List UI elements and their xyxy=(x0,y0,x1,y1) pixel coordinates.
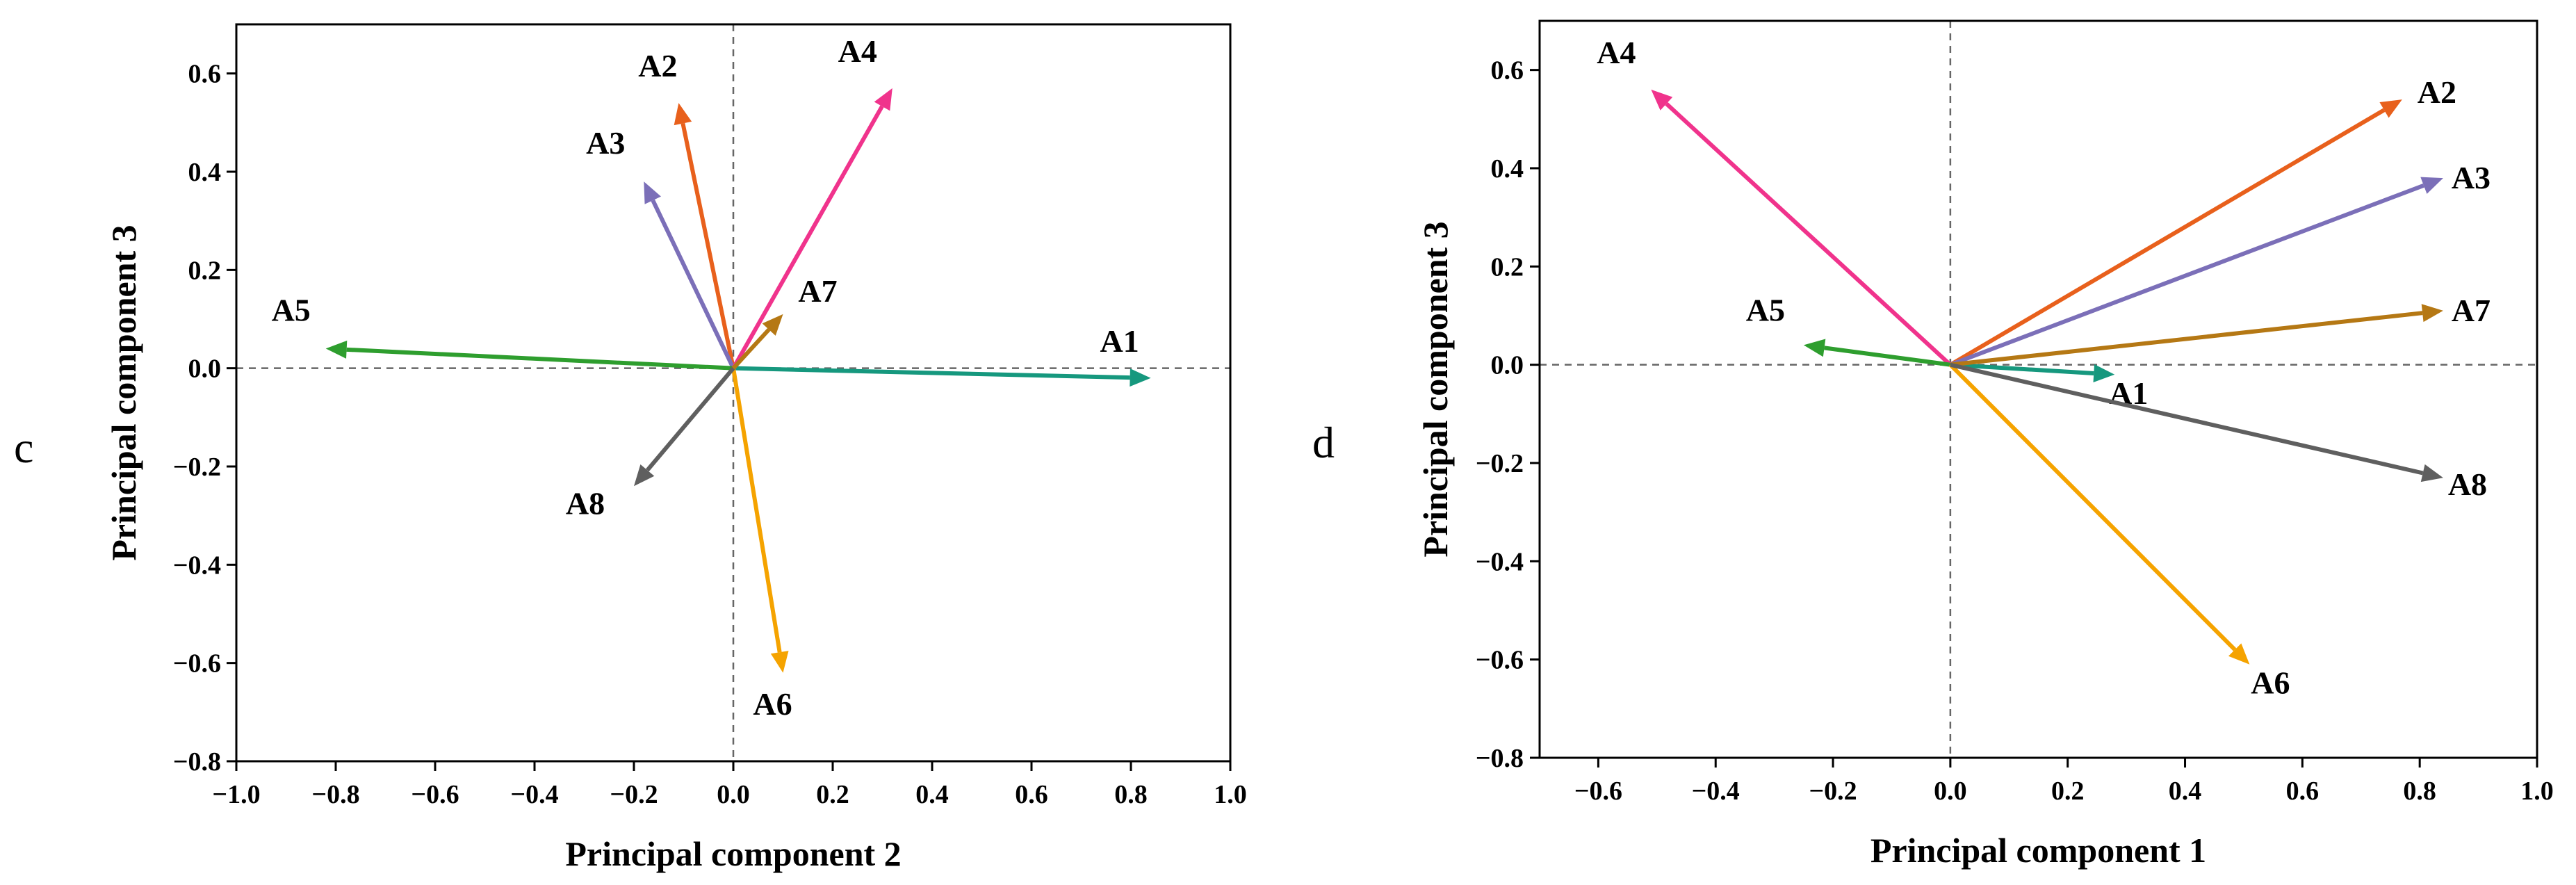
vector-a4-arrowhead xyxy=(874,88,892,111)
y-axis-label: Principal component 3 xyxy=(1416,221,1455,557)
vector-a2-line xyxy=(1949,108,2386,367)
x-tick-label: −0.2 xyxy=(1809,777,1857,806)
vector-a8-line xyxy=(1950,362,2424,476)
x-tick-label: 0.8 xyxy=(1114,780,1148,809)
vector-a6-arrowhead xyxy=(770,651,789,673)
vector-a3-label: A3 xyxy=(2452,160,2491,195)
vector-a8-line xyxy=(646,366,735,472)
vector-a2-arrowhead xyxy=(674,103,692,126)
x-tick-label: −0.6 xyxy=(1574,777,1622,806)
vector-a7-arrowhead xyxy=(2421,304,2443,323)
vector-a5-line xyxy=(346,347,734,371)
x-tick-label: 0.0 xyxy=(1934,777,1967,806)
x-tick-label: −0.8 xyxy=(311,780,359,809)
chart-panel-d: −0.6 −0.4 −0.2 0.0 0.2 0.4 0.6 0.8 1.0 −0.8 −0.6 −0… xyxy=(1312,19,2554,870)
vector-a7-label: A7 xyxy=(2452,293,2491,328)
vector-a4-label: A4 xyxy=(1597,35,1636,70)
y-tick-label: −0.2 xyxy=(1476,449,1524,478)
y-tick-label: 0.0 xyxy=(188,355,222,384)
vector-a1-line xyxy=(733,366,1130,380)
vector-a6-line xyxy=(731,368,782,653)
vector-a2-label: A2 xyxy=(2418,74,2456,110)
vector-a6-label: A6 xyxy=(2251,665,2290,701)
y-tick-label: 0.6 xyxy=(1491,56,1524,86)
vector-a8-arrowhead xyxy=(634,464,655,487)
vector-a5-arrowhead xyxy=(325,340,348,359)
x-tick-label: −0.4 xyxy=(510,780,558,809)
x-tick-label: 0.2 xyxy=(816,780,849,809)
y-tick-label: 0.2 xyxy=(1491,252,1524,282)
x-tick-label: 0.6 xyxy=(1015,780,1048,809)
x-axis-label: Principal component 1 xyxy=(1870,831,2206,870)
x-tick-label: 0.0 xyxy=(717,780,750,809)
vector-a5-label: A5 xyxy=(1746,292,1785,327)
vector-a6-line xyxy=(1948,363,2237,651)
vector-a2-line xyxy=(680,122,735,369)
x-tick-label: 0.4 xyxy=(2169,777,2202,806)
y-tick-label: −0.6 xyxy=(1476,646,1524,675)
vector-a3-line xyxy=(1949,183,2424,367)
vector-a2-label: A2 xyxy=(638,48,677,83)
x-tick-label: 0.8 xyxy=(2403,777,2436,806)
vector-a3-line xyxy=(651,199,735,369)
panel-label: d xyxy=(1312,418,1335,467)
y-tick-label: −0.6 xyxy=(173,649,221,679)
vector-a5-label: A5 xyxy=(272,292,311,327)
vector-a4-line xyxy=(731,105,884,370)
y-tick-label: −0.8 xyxy=(173,747,221,777)
vector-a1-arrowhead xyxy=(2093,364,2115,382)
y-tick-label: 0.6 xyxy=(188,60,222,89)
y-tick-label: −0.2 xyxy=(173,453,221,482)
vector-a8-label: A8 xyxy=(566,485,605,521)
vector-a8-arrowhead xyxy=(2420,464,2443,482)
vector-a6-arrowhead xyxy=(2228,643,2250,665)
vector-a7-line xyxy=(731,327,771,370)
x-tick-label: −0.6 xyxy=(411,780,459,809)
x-tick-label: −1.0 xyxy=(212,780,260,809)
vector-a5-line xyxy=(1824,346,1951,367)
x-tick-label: −0.4 xyxy=(1692,777,1740,806)
plot-frame xyxy=(1538,19,2538,759)
chart-panel-c: −1.0 −0.8 −0.6 −0.4 −0.2 0.0 0.2 0.4 0.6 0.8 1.0 −0… xyxy=(14,23,1247,873)
y-axis-label: Principal component 3 xyxy=(104,225,143,560)
vector-a6-label: A6 xyxy=(753,686,792,722)
vector-a7-arrowhead xyxy=(762,314,783,336)
vector-a4-arrowhead xyxy=(1651,89,1673,111)
vector-a7-label: A7 xyxy=(798,273,837,309)
vector-a4-line xyxy=(1665,102,1952,366)
x-axis-label: Principal component 2 xyxy=(565,834,901,873)
y-tick-label: −0.4 xyxy=(173,551,221,580)
x-tick-label: 0.4 xyxy=(915,780,949,809)
y-tick-label: 0.4 xyxy=(188,158,222,187)
y-tick-label: 0.2 xyxy=(188,256,222,285)
vector-a2-arrowhead xyxy=(2379,99,2402,118)
vector-a1-arrowhead xyxy=(1130,368,1151,387)
y-tick-label: 0.0 xyxy=(1491,351,1524,380)
y-tick-label: −0.4 xyxy=(1476,547,1524,576)
vector-a3-label: A3 xyxy=(586,125,625,161)
vector-a7-line xyxy=(1950,311,2423,367)
panel-label: c xyxy=(14,423,33,472)
vector-a5-arrowhead xyxy=(1803,339,1826,357)
vector-a3-arrowhead xyxy=(644,181,661,204)
x-tick-label: 0.6 xyxy=(2286,777,2320,806)
vector-a1-label: A1 xyxy=(1100,323,1139,359)
vector-a3-arrowhead xyxy=(2420,177,2443,194)
vector-a1-line xyxy=(1950,362,2094,376)
x-tick-label: 1.0 xyxy=(2520,777,2554,806)
x-tick-label: −0.2 xyxy=(610,780,658,809)
vector-a8-label: A8 xyxy=(2448,466,2487,502)
vector-a4-label: A4 xyxy=(838,33,877,69)
y-tick-label: 0.4 xyxy=(1491,154,1524,184)
y-tick-label: −0.8 xyxy=(1476,744,1524,773)
x-tick-label: 0.2 xyxy=(2051,777,2085,806)
x-tick-label: 1.0 xyxy=(1214,780,1247,809)
